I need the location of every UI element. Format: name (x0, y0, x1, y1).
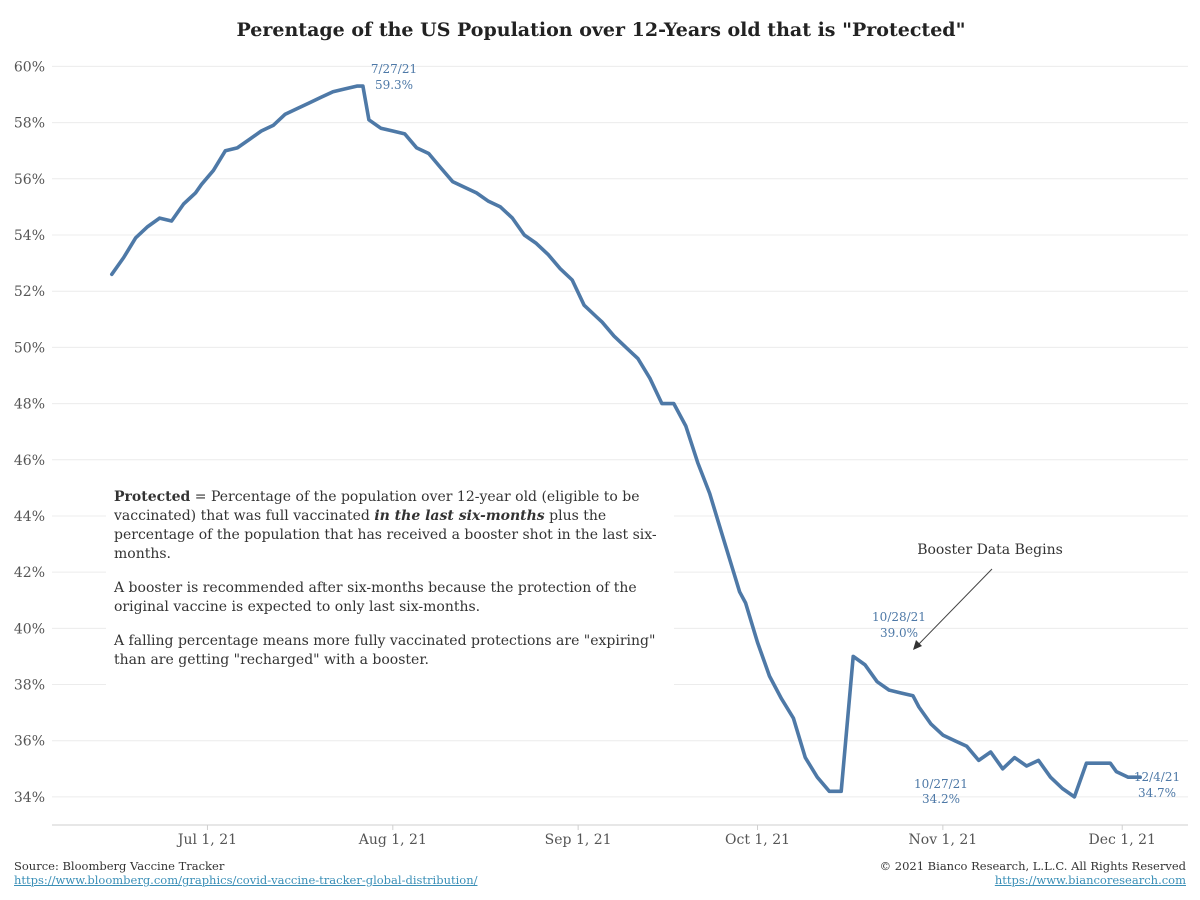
note-text-b: plus the percentage of the population th… (114, 508, 657, 562)
note-text-a: = Percentage of the population over 12-y… (114, 489, 640, 524)
x-tick-label: Sep 1, 21 (545, 832, 612, 848)
y-tick-label: 46% (14, 453, 45, 469)
x-axis-ticks: Jul 1, 21 Aug 1, 21 Sep 1, 21 Oct 1, 21 Nov … (176, 825, 1156, 848)
annotation-label: Booster Data Begins (917, 542, 1063, 558)
point-label-booster-date: 10/28/21 (872, 610, 926, 624)
y-tick-label: 44% (14, 509, 45, 525)
note-emphasis: in the last six-months (374, 508, 545, 524)
y-tick-label: 56% (14, 172, 45, 188)
x-tick-label: Jul 1, 21 (176, 832, 237, 848)
x-tick-label: Dec 1, 21 (1089, 832, 1156, 848)
booster-annotation: Booster Data Begins (913, 542, 1063, 650)
point-label-low-value: 34.2% (922, 792, 960, 806)
source-footer: Source: Bloomberg Vaccine Tracker https:… (14, 859, 477, 887)
y-tick-label: 58% (14, 116, 45, 132)
annotation-arrow-line (915, 568, 993, 648)
copyright-text: © 2021 Bianco Research, L.L.C. All Right… (879, 859, 1186, 873)
y-tick-label: 40% (14, 621, 45, 637)
y-tick-label: 36% (14, 734, 45, 750)
y-axis-ticks: 34% 36% 38% 40% 42% 44% 46% 48% 50% 52% 54% 56% 58% 6… (14, 59, 45, 805)
y-tick-label: 42% (14, 565, 45, 581)
point-label-booster-value: 39.0% (880, 626, 918, 640)
chart-title: Perentage of the US Population over 12-Y… (237, 19, 966, 41)
website-link[interactable]: https://www.biancoresearch.com (994, 873, 1186, 887)
copyright-footer: © 2021 Bianco Research, L.L.C. All Right… (880, 859, 1186, 887)
y-tick-label: 54% (14, 228, 45, 244)
point-label-peak-value: 59.3% (375, 78, 413, 92)
series-line (110, 84, 1142, 799)
point-label-last-date: 12/4/21 (1134, 770, 1180, 784)
y-tick-label: 48% (14, 397, 45, 413)
note-paragraph-booster: A booster is recommended after six-month… (114, 580, 637, 615)
point-labels: 7/27/21 59.3% 10/28/21 39.0% 10/27/21 34… (371, 62, 1180, 806)
note-paragraph-falling: A falling percentage means more fully va… (114, 633, 656, 668)
x-tick-label: Oct 1, 21 (725, 832, 790, 848)
source-text: Source: Bloomberg Vaccine Tracker (14, 859, 225, 873)
note-paragraph-definition: Protected = Percentage of the population… (114, 488, 666, 564)
y-tick-label: 34% (14, 790, 45, 806)
source-link[interactable]: https://www.bloomberg.com/graphics/covid… (14, 873, 478, 887)
y-tick-label: 52% (14, 284, 45, 300)
x-tick-label: Nov 1, 21 (909, 832, 978, 848)
x-tick-label: Aug 1, 21 (358, 832, 427, 848)
annotation-note: Protected = Percentage of the population… (106, 482, 674, 691)
point-label-low-date: 10/27/21 (914, 777, 968, 791)
y-tick-label: 60% (14, 59, 45, 75)
point-label-last-value: 34.7% (1138, 786, 1176, 800)
y-tick-label: 38% (14, 678, 45, 694)
point-label-peak-date: 7/27/21 (371, 62, 417, 76)
y-tick-label: 50% (14, 340, 45, 356)
note-term: Protected (114, 489, 191, 505)
annotation-arrow-head (913, 640, 922, 650)
